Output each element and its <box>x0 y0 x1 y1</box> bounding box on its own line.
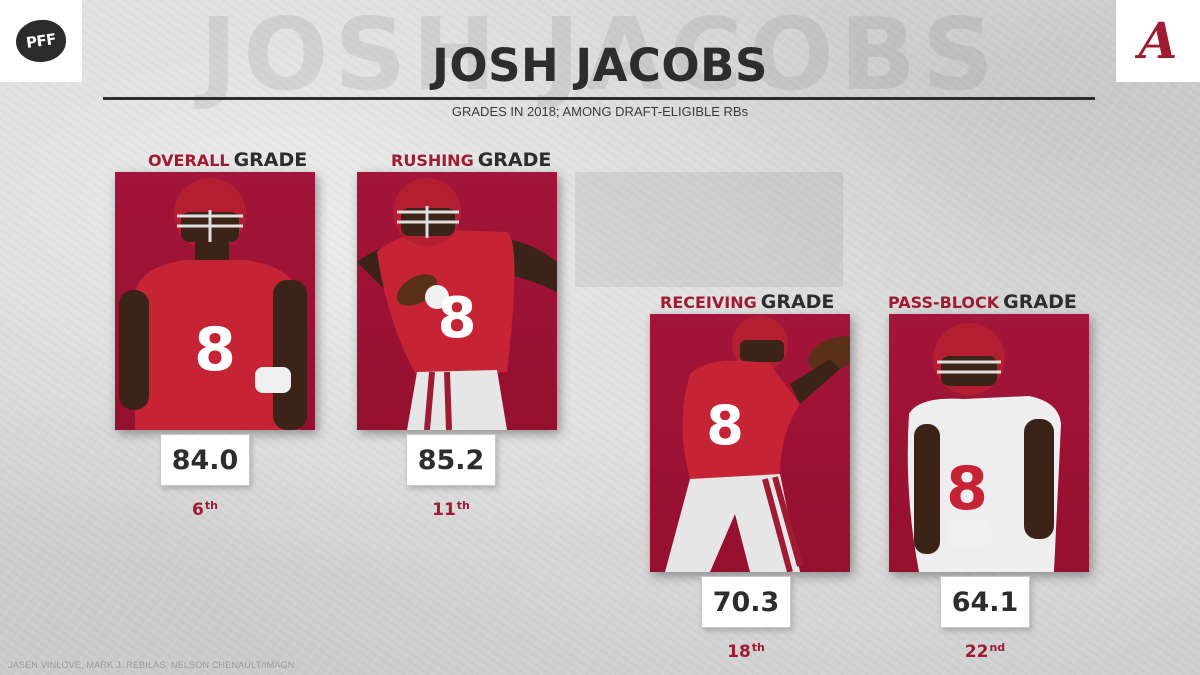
team-logo: A <box>1116 0 1200 82</box>
page-title: JOSH JACOBS <box>432 39 768 92</box>
overall-grade-heading: OVERALL GRADE <box>148 148 307 172</box>
player-figure-icon: 8 <box>665 316 850 572</box>
rank-suffix: th <box>751 641 765 654</box>
background-shade <box>575 172 843 287</box>
heading-main: GRADE <box>233 149 308 171</box>
heading-accent: OVERALL <box>148 151 230 170</box>
rank-number: 22 <box>964 642 989 662</box>
receiving-player-photo: 8 <box>650 314 850 572</box>
rushing-rank: 11th <box>406 495 496 521</box>
rank-number: 18 <box>727 642 751 662</box>
page-subtitle: GRADES IN 2018; AMONG DRAFT-ELIGIBLE RBs <box>451 104 749 119</box>
ghost-title: JOSH JACOBS <box>200 0 1000 110</box>
heading-main: GRADE <box>760 291 835 313</box>
jersey-number: 8 <box>194 315 236 385</box>
rank-number: 6 <box>192 500 204 520</box>
player-figure-icon: 8 <box>119 178 307 430</box>
pff-logo-badge: PFF <box>13 16 69 66</box>
rank-number: 11 <box>432 500 456 520</box>
receiving-grade-heading: RECEIVING GRADE <box>660 290 834 314</box>
receiving-rank: 18th <box>701 637 791 663</box>
rushing-grade-heading: RUSHING GRADE <box>391 148 551 172</box>
jersey-number: 8 <box>438 286 477 351</box>
photo-credit: JASEN VINLOVE, MARK J. REBILAS, NELSON C… <box>8 660 295 670</box>
player-figure-icon: 8 <box>907 323 1061 572</box>
heading-main: GRADE <box>477 149 552 171</box>
pff-logo: PFF <box>0 0 82 82</box>
rushing-player-photo: 8 <box>357 172 557 430</box>
pass-block-player-photo: 8 <box>889 314 1089 572</box>
heading-accent: RUSHING <box>391 151 474 170</box>
rank-suffix: th <box>456 499 470 512</box>
receiving-grade-value: 70.3 <box>701 576 791 628</box>
rank-suffix: th <box>204 499 218 512</box>
title-divider <box>103 97 1095 100</box>
pass-block-grade-value: 64.1 <box>940 576 1030 628</box>
alabama-logo-icon: A <box>1138 11 1178 70</box>
pass-block-grade-heading: PASS-BLOCK GRADE <box>888 290 1077 314</box>
overall-player-photo: 8 <box>115 172 315 430</box>
overall-grade-value: 84.0 <box>160 434 250 486</box>
heading-accent: PASS-BLOCK <box>888 293 1000 312</box>
heading-main: GRADE <box>1003 291 1077 313</box>
jersey-number: 8 <box>706 394 744 457</box>
rank-suffix: nd <box>989 641 1006 654</box>
heading-accent: RECEIVING <box>660 293 757 312</box>
pass-block-rank: 22nd <box>940 637 1030 663</box>
overall-rank: 6th <box>160 495 250 521</box>
jersey-number: 8 <box>946 454 988 524</box>
player-figure-icon: 8 <box>357 178 557 430</box>
rushing-grade-value: 85.2 <box>406 434 496 486</box>
